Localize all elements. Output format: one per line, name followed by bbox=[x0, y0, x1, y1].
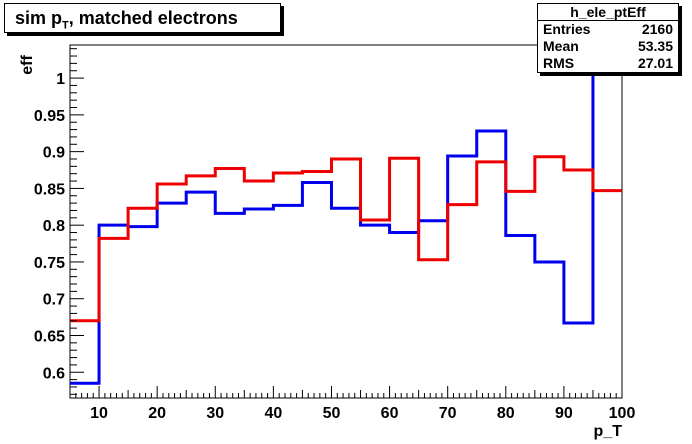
title-subscript: T bbox=[62, 19, 69, 32]
y-tick-label: 1 bbox=[56, 71, 65, 88]
x-tick-label: 50 bbox=[323, 405, 341, 422]
histogram-title: sim pT, matched electrons bbox=[4, 3, 281, 33]
y-tick-label: 0.65 bbox=[34, 328, 65, 345]
y-axis-title: eff bbox=[19, 55, 36, 75]
x-tick-label: 20 bbox=[148, 405, 166, 422]
plot-frame bbox=[69, 44, 623, 399]
x-tick-label: 80 bbox=[497, 405, 515, 422]
x-tick-label: 70 bbox=[439, 405, 457, 422]
x-tick-label: 40 bbox=[264, 405, 282, 422]
stats-value: 2160 bbox=[641, 21, 673, 37]
series-layer bbox=[70, 43, 622, 385]
y-tick-label: 0.85 bbox=[34, 181, 65, 198]
x-tick-label: 100 bbox=[609, 405, 636, 422]
y-tick-label: 0.8 bbox=[43, 218, 65, 235]
x-tick-label: 90 bbox=[555, 405, 573, 422]
stats-row-mean: Mean 53.35 bbox=[538, 38, 678, 55]
ticks-layer: 10 20 30 40 50 60 70 80 90 100 0.6 0.65 0.7 0.75 0.8 0.… bbox=[34, 48, 636, 422]
stats-row-rms: RMS 27.01 bbox=[538, 55, 678, 72]
stats-histogram-name: h_ele_ptEff bbox=[538, 4, 678, 21]
stats-value: 27.01 bbox=[637, 55, 673, 71]
title-main: sim p bbox=[15, 8, 63, 28]
y-tick-label: 0.95 bbox=[34, 108, 65, 125]
stats-row-entries: Entries 2160 bbox=[538, 21, 678, 38]
x-tick-label: 60 bbox=[381, 405, 399, 422]
stats-label: RMS bbox=[543, 55, 575, 71]
y-tick-label: 0.6 bbox=[43, 365, 65, 382]
y-tick-label: 0.75 bbox=[34, 255, 65, 272]
stats-label: Entries bbox=[543, 21, 591, 37]
series-1-line bbox=[70, 155, 622, 323]
x-axis-title: p_T bbox=[594, 423, 623, 440]
y-tick-label: 0.9 bbox=[43, 145, 65, 162]
series-0-line bbox=[70, 43, 622, 385]
stats-label: Mean bbox=[543, 38, 579, 54]
title-rest: , matched electrons bbox=[68, 8, 238, 28]
stats-value: 53.35 bbox=[637, 38, 673, 54]
stats-box: h_ele_ptEff Entries 2160 Mean 53.35 RMS … bbox=[537, 3, 679, 73]
y-tick-label: 0.7 bbox=[43, 292, 65, 309]
x-tick-label: 10 bbox=[90, 405, 108, 422]
x-tick-label: 30 bbox=[206, 405, 224, 422]
